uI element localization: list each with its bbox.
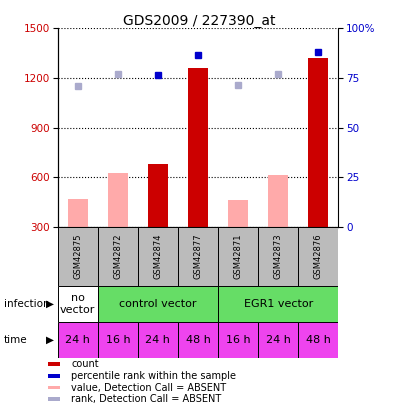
Text: GSM42874: GSM42874	[153, 233, 162, 279]
Text: count: count	[71, 359, 99, 369]
Bar	[48, 386, 60, 389]
Bar	[298, 322, 338, 358]
Bar	[48, 397, 60, 401]
Bar	[58, 322, 98, 358]
Text: 48 h: 48 h	[306, 335, 331, 345]
Text: GSM42873: GSM42873	[274, 233, 283, 279]
Text: GDS2009 / 227390_at: GDS2009 / 227390_at	[123, 14, 275, 28]
Text: 16 h: 16 h	[226, 335, 250, 345]
Text: GSM42872: GSM42872	[113, 233, 122, 279]
Bar	[218, 286, 338, 322]
Bar	[98, 322, 138, 358]
Bar	[48, 374, 60, 378]
Text: GSM42877: GSM42877	[193, 233, 203, 279]
Bar	[308, 58, 328, 227]
Bar	[258, 227, 298, 286]
Text: 24 h: 24 h	[146, 335, 170, 345]
Text: 24 h: 24 h	[266, 335, 291, 345]
Bar	[268, 175, 288, 227]
Text: infection: infection	[4, 299, 50, 309]
Text: ▶: ▶	[46, 335, 54, 345]
Text: value, Detection Call = ABSENT: value, Detection Call = ABSENT	[71, 383, 226, 392]
Bar	[148, 164, 168, 227]
Text: no
vector: no vector	[60, 293, 96, 315]
Text: 24 h: 24 h	[65, 335, 90, 345]
Bar	[138, 322, 178, 358]
Text: GSM42876: GSM42876	[314, 233, 323, 279]
Bar	[98, 227, 138, 286]
Bar	[218, 322, 258, 358]
Text: 48 h: 48 h	[185, 335, 211, 345]
Bar	[188, 68, 208, 227]
Bar	[228, 200, 248, 227]
Text: ▶: ▶	[46, 299, 54, 309]
Text: percentile rank within the sample: percentile rank within the sample	[71, 371, 236, 381]
Text: GSM42875: GSM42875	[73, 233, 82, 279]
Text: EGR1 vector: EGR1 vector	[244, 299, 313, 309]
Bar	[58, 227, 98, 286]
Bar	[138, 227, 178, 286]
Bar	[178, 227, 218, 286]
Text: time: time	[4, 335, 27, 345]
Bar	[108, 173, 128, 227]
Text: rank, Detection Call = ABSENT: rank, Detection Call = ABSENT	[71, 394, 222, 404]
Text: 16 h: 16 h	[105, 335, 130, 345]
Bar	[48, 362, 60, 366]
Bar	[298, 227, 338, 286]
Bar	[68, 199, 88, 227]
Bar	[178, 322, 218, 358]
Text: GSM42871: GSM42871	[234, 233, 243, 279]
Bar	[218, 227, 258, 286]
Bar	[98, 286, 218, 322]
Text: control vector: control vector	[119, 299, 197, 309]
Bar	[58, 286, 98, 322]
Bar	[258, 322, 298, 358]
